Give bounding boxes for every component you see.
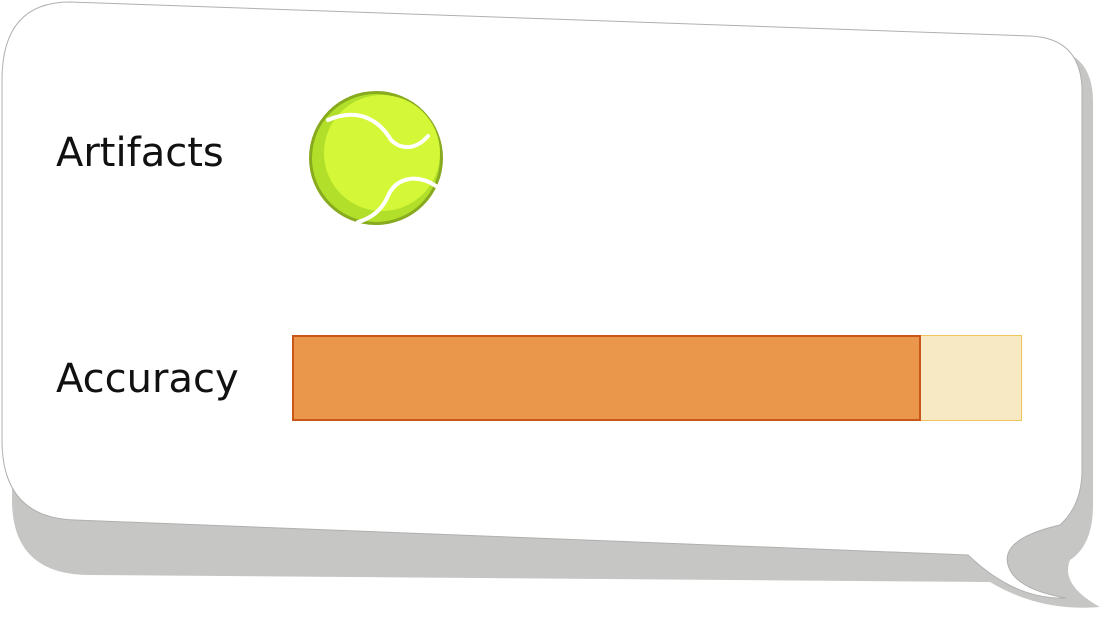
accuracy-bar-fill: [291, 334, 921, 421]
accuracy-bar: [291, 334, 1022, 421]
accuracy-label: Accuracy: [56, 356, 239, 402]
speech-bubble-body: [1, 1, 1083, 599]
tennis-ball-icon: [309, 91, 443, 225]
artifacts-label: Artifacts: [56, 130, 224, 176]
